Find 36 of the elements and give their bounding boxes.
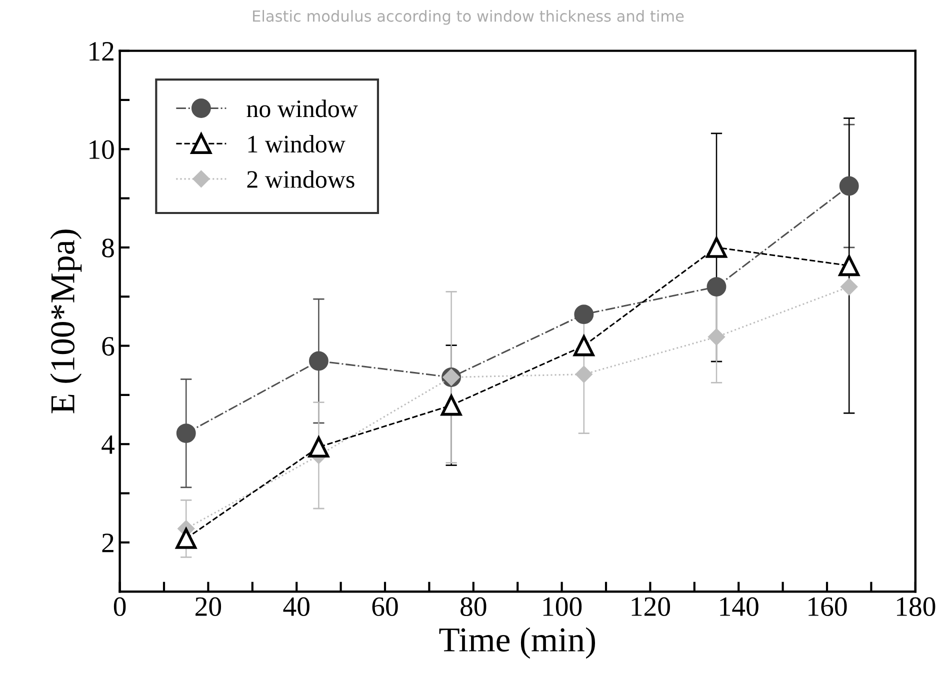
x-tick-label: 60 [372,597,398,616]
y-tick-label: 6 [102,337,114,356]
x-tick-label: 160 [808,597,847,616]
point [575,366,592,383]
y-tick-label: 8 [102,238,114,258]
x-tick-label: 100 [543,597,582,616]
chart-title: Elastic modulus according to window thickness and time [253,10,684,25]
x-tick-label: 0 [114,597,126,616]
x-axis-title: Time (min) [439,627,596,659]
point [176,528,197,549]
point [176,424,196,444]
y-tick-label: 10 [90,140,114,160]
x-tick-label: 20 [196,597,222,616]
point [706,237,727,258]
y-tick-label: 12 [90,42,114,60]
legend-label: no window [246,100,358,118]
x-tick-label: 80 [460,597,486,616]
y-tick-label: 2 [102,534,114,552]
x-tick-label: 40 [283,597,310,616]
point [840,278,858,296]
x-tick-label: 120 [632,597,670,616]
legend-label: 2 windows [247,170,354,188]
point [573,335,594,356]
legend-label: 1 window [248,135,346,153]
point [308,351,328,371]
point [838,255,860,276]
point [440,394,462,416]
point [839,176,859,196]
y-axis-title: E (100*Mpa) [50,230,82,414]
point [308,436,330,458]
y-tick-label: 4 [102,435,115,454]
x-tick-label: 180 [897,597,936,616]
x-tick-label: 140 [720,597,758,616]
point [708,328,726,346]
point [706,277,726,297]
point [574,304,594,324]
